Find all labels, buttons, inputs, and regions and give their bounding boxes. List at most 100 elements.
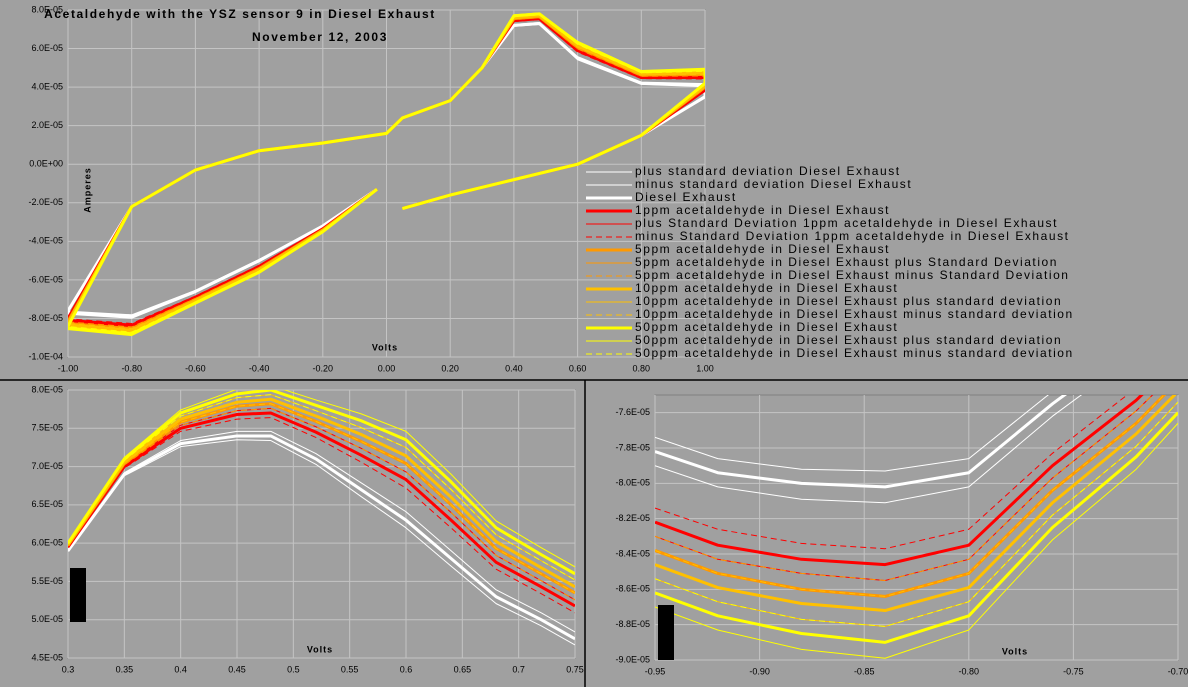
y-tick-label: -8.4E-05 [615, 548, 650, 558]
x-tick-label: -1.00 [58, 363, 79, 373]
x-axis-title: Volts [1002, 646, 1028, 656]
x-tick-label: -0.95 [645, 666, 666, 676]
x-tick-label: -0.80 [121, 363, 142, 373]
y-tick-label: -8.0E-05 [615, 478, 650, 488]
series-line [68, 390, 575, 576]
x-tick-label: 0.65 [454, 664, 472, 674]
x-tick-label: 1.00 [696, 363, 714, 373]
y-tick-label: -1.0E-04 [28, 351, 63, 361]
x-axis-title: Volts [372, 342, 398, 352]
series-group [68, 390, 575, 646]
x-tick-label: 0.40 [505, 363, 523, 373]
x-tick-label: -0.70 [1168, 666, 1188, 676]
series-line [68, 439, 575, 646]
x-tick-label: -0.75 [1063, 666, 1084, 676]
plot-area [67, 389, 576, 659]
series-line [68, 434, 575, 641]
series-group [655, 395, 1178, 659]
x-tick-label: 0.80 [633, 363, 651, 373]
y-tick-label: 4.5E-05 [31, 652, 63, 662]
legend-label: 1ppm acetaldehyde in Diesel Exhaust [635, 203, 890, 217]
series-line [655, 395, 1049, 472]
x-tick-label: -0.60 [185, 363, 206, 373]
x-tick-label: 0.7 [512, 664, 525, 674]
series-line [68, 403, 575, 594]
series-line [655, 395, 1144, 567]
y-tick-label: 4.0E-05 [31, 81, 63, 91]
x-axis-title: Volts [307, 644, 333, 654]
chart: -1.00 -0.80 -0.60 -0.40 -0.20 0.00 0.20 0.40 0.6… [28, 4, 1074, 373]
legend-label: minus Standard Deviation 1ppm acetaldehy… [635, 229, 1070, 243]
y-tick-label: 5.0E-05 [31, 614, 63, 624]
y-tick-label: -6.0E-05 [28, 274, 63, 284]
x-tick-label: 0.55 [341, 664, 359, 674]
x-tick-label: 0.20 [441, 363, 459, 373]
y-tick-label: -8.2E-05 [615, 513, 650, 523]
legend-artifact [658, 605, 674, 660]
y-tick-label: -2.0E-05 [28, 197, 63, 207]
x-tick-label: 0.45 [228, 664, 246, 674]
series-line [68, 390, 575, 568]
y-tick-label: 6.5E-05 [31, 499, 63, 509]
chart: 0.3 0.35 0.4 0.45 0.5 0.55 0.6 0.65 0.7 0.75 4.5E-… [31, 384, 583, 674]
legend-label: plus standard deviation Diesel Exhaust [635, 164, 901, 178]
y-tick-label: 8.0E-05 [31, 4, 63, 14]
series-line [68, 430, 575, 633]
legend-label: minus standard deviation Diesel Exhaust [635, 177, 912, 191]
series-line [655, 395, 1177, 613]
legend-label: 50ppm acetaldehyde in Diesel Exhaust min… [635, 346, 1074, 360]
chart-title: Acetaldehyde with the YSZ sensor 9 in Di… [44, 7, 436, 21]
x-tick-label: 0.4 [174, 664, 187, 674]
x-tick-label: -0.80 [959, 666, 980, 676]
series-line [68, 411, 575, 608]
legend-label: 5ppm acetaldehyde in Diesel Exhaust plus… [635, 255, 1058, 269]
y-tick-label: 0.0E+00 [29, 159, 63, 169]
series-line [655, 395, 1067, 489]
x-tick-label: 0.60 [569, 363, 587, 373]
y-tick-label: 8.0E-05 [31, 384, 63, 394]
chart: -0.95 -0.90 -0.85 -0.80 -0.75 -0.70 -9.0E-05 -8… [615, 394, 1188, 676]
legend-label: 5ppm acetaldehyde in Diesel Exhaust [635, 242, 890, 256]
series-line [655, 395, 1154, 581]
legend-label: 50ppm acetaldehyde in Diesel Exhaust plu… [635, 333, 1062, 347]
legend-label: 10ppm acetaldehyde in Diesel Exhaust [635, 281, 898, 295]
y-tick-label: -9.0E-05 [615, 654, 650, 664]
series-line [68, 14, 705, 333]
y-tick-label: -7.8E-05 [615, 442, 650, 452]
legend-artifact [70, 568, 86, 622]
x-tick-label: -0.20 [313, 363, 334, 373]
series-line [655, 411, 1178, 644]
legend: plus standard deviation Diesel Exhaustmi… [586, 164, 1074, 360]
legend-label: 10ppm acetaldehyde in Diesel Exhaust plu… [635, 294, 1062, 308]
charts: -1.00 -0.80 -0.60 -0.40 -0.20 0.00 0.20 0.40 0.6… [28, 4, 1188, 676]
legend-label: 10ppm acetaldehyde in Diesel Exhaust min… [635, 307, 1074, 321]
x-tick-label: -0.40 [249, 363, 270, 373]
legend-label: 50ppm acetaldehyde in Diesel Exhaust [635, 320, 898, 334]
y-tick-label: 2.0E-05 [31, 120, 63, 130]
y-tick-label: 5.5E-05 [31, 576, 63, 586]
x-tick-label: 0.00 [378, 363, 396, 373]
series-line [655, 395, 1165, 597]
x-tick-label: 0.3 [62, 664, 75, 674]
y-tick-label: 7.0E-05 [31, 461, 63, 471]
x-tick-label: 0.6 [400, 664, 413, 674]
series-line [68, 397, 575, 589]
series-group [68, 12, 705, 337]
legend-label: Diesel Exhaust [635, 190, 737, 204]
y-tick-label: 6.0E-05 [31, 538, 63, 548]
chart-subtitle: November 12, 2003 [252, 30, 388, 44]
series-line [655, 395, 1128, 550]
x-tick-label: 0.75 [566, 664, 584, 674]
y-tick-label: -7.6E-05 [615, 407, 650, 417]
y-tick-label: -8.6E-05 [615, 584, 650, 594]
series-line [655, 395, 1083, 504]
series-line [655, 401, 1178, 627]
series-line [68, 417, 575, 614]
series-line [68, 394, 575, 581]
y-tick-label: 6.0E-05 [31, 43, 63, 53]
legend-label: plus Standard Deviation 1ppm acetaldehyd… [635, 216, 1058, 230]
x-tick-label: -0.90 [749, 666, 770, 676]
x-tick-label: 0.5 [287, 664, 300, 674]
